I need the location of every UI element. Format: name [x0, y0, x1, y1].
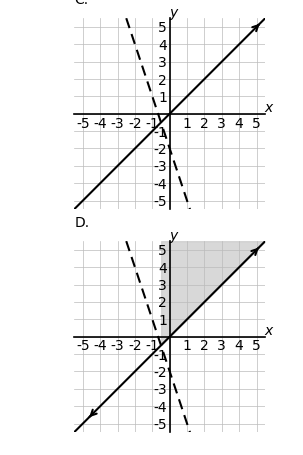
- Text: y: y: [169, 229, 177, 243]
- Text: x: x: [264, 324, 273, 338]
- Text: y: y: [169, 6, 177, 20]
- Text: D.: D.: [74, 216, 89, 230]
- Text: x: x: [264, 101, 273, 115]
- Text: C.: C.: [74, 0, 88, 7]
